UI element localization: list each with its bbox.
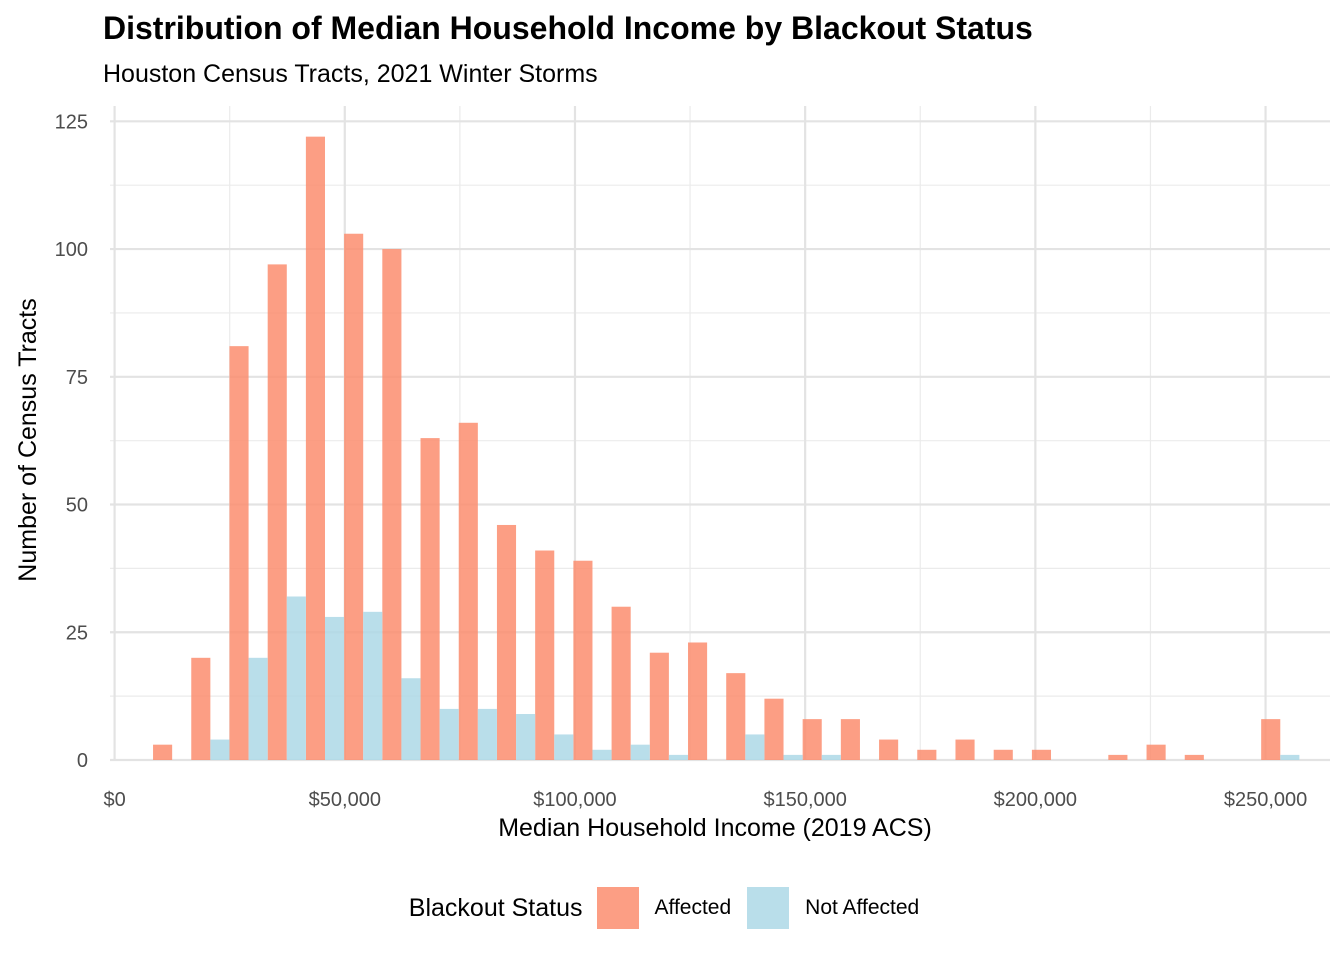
x-tick-label: $0 <box>103 789 125 811</box>
bar-affected <box>191 657 211 760</box>
legend-title: Blackout Status <box>408 893 583 922</box>
y-tick-label: 25 <box>66 622 88 644</box>
legend-swatch-affected <box>596 887 639 929</box>
bar-affected <box>1108 754 1128 760</box>
bar-affected <box>611 606 631 760</box>
x-tick-label: $150,000 <box>763 789 846 811</box>
bar-not-affected <box>630 744 650 760</box>
bar-not-affected <box>554 734 574 760</box>
bar-affected <box>496 524 517 760</box>
bar-affected <box>688 642 708 760</box>
bar-not-affected <box>401 678 421 760</box>
bars <box>153 136 1300 760</box>
y-tick-label: 125 <box>55 111 88 133</box>
histogram-plot: $0 $50,000 $100,000 $150,000 $200,000 $250,00… <box>14 106 1330 842</box>
bar-affected <box>153 744 173 760</box>
bar-affected <box>840 719 860 760</box>
legend: Blackout Status Affected Not Affected <box>0 886 1344 930</box>
y-tick-label: 0 <box>77 750 88 772</box>
bar-not-affected <box>324 616 345 760</box>
x-tick-label: $200,000 <box>994 789 1077 811</box>
bar-affected <box>1146 744 1166 760</box>
y-axis-ticks: 0 25 50 75 100 125 <box>55 111 88 772</box>
chart-title: Distribution of Median Household Income … <box>103 10 1033 46</box>
x-tick-label: $50,000 <box>309 789 381 811</box>
x-axis-ticks: $0 $50,000 $100,000 $150,000 $200,000 $250,00… <box>103 789 1307 811</box>
bar-affected <box>1261 719 1281 760</box>
bar-affected <box>305 136 325 760</box>
bar-affected <box>229 346 249 760</box>
bar-not-affected <box>363 611 383 760</box>
bar-not-affected <box>821 754 841 760</box>
bar-not-affected <box>477 708 497 760</box>
bar-not-affected <box>668 754 689 760</box>
bar-affected <box>382 249 402 760</box>
bar-affected <box>420 438 440 760</box>
bar-affected <box>573 560 593 760</box>
x-tick-label: $250,000 <box>1224 789 1307 811</box>
bar-not-affected <box>1280 754 1300 760</box>
bar-not-affected <box>286 596 306 760</box>
bar-affected <box>726 673 746 760</box>
bar-not-affected <box>783 754 803 760</box>
y-tick-label: 75 <box>66 367 88 389</box>
bar-affected <box>955 739 975 760</box>
legend-item-not-affected: Not Affected <box>747 887 919 929</box>
legend-item-affected: Affected <box>596 887 732 929</box>
bar-affected <box>993 749 1013 760</box>
y-tick-label: 100 <box>55 239 88 261</box>
bar-not-affected <box>592 749 612 760</box>
bar-not-affected <box>745 734 765 760</box>
legend-label-not-affected: Not Affected <box>805 896 920 919</box>
bar-affected <box>1184 754 1204 760</box>
bar-affected <box>802 719 822 760</box>
x-tick-label: $100,000 <box>533 789 616 811</box>
bar-not-affected <box>248 657 268 760</box>
y-tick-label: 50 <box>66 495 88 517</box>
bar-affected <box>764 698 784 760</box>
legend-swatch-not-affected <box>747 887 790 929</box>
x-axis-label: Median Household Income (2019 ACS) <box>498 814 932 842</box>
bar-not-affected <box>210 739 230 760</box>
bar-not-affected <box>516 714 536 760</box>
bar-affected <box>1031 749 1052 760</box>
bar-affected <box>917 749 937 760</box>
bar-not-affected <box>439 708 459 760</box>
y-axis-label: Number of Census Tracts <box>14 298 42 581</box>
bar-affected <box>458 422 478 760</box>
bar-affected <box>535 550 555 760</box>
legend-label-affected: Affected <box>654 896 732 919</box>
bar-affected <box>267 264 287 760</box>
bar-affected <box>649 652 669 760</box>
bar-affected <box>879 739 899 760</box>
bar-affected <box>344 233 364 760</box>
chart-subtitle: Houston Census Tracts, 2021 Winter Storm… <box>103 60 598 88</box>
